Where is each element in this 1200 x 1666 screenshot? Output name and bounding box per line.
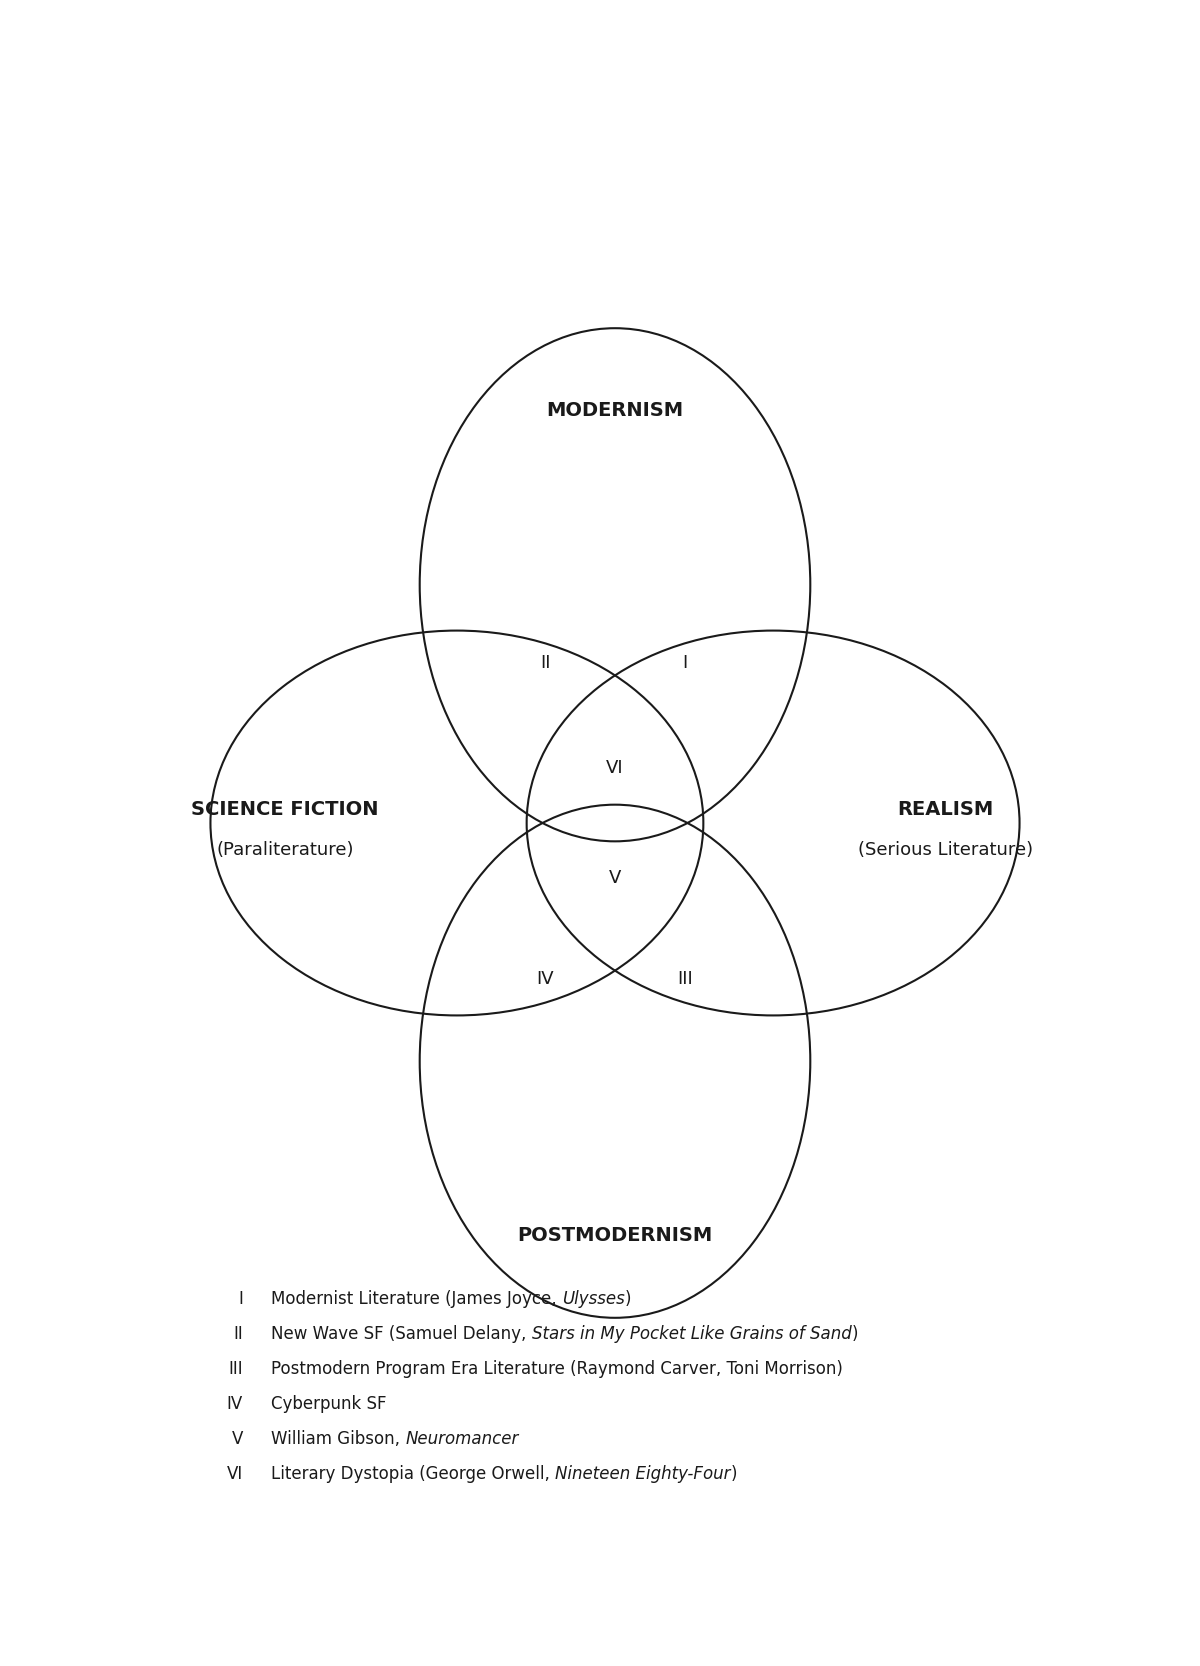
Text: I: I xyxy=(238,1291,242,1308)
Text: Nineteen Eighty-Four: Nineteen Eighty-Four xyxy=(556,1464,731,1483)
Text: IV: IV xyxy=(536,970,554,988)
Text: III: III xyxy=(228,1359,242,1378)
Text: SCIENCE FICTION: SCIENCE FICTION xyxy=(191,800,379,818)
Text: MODERNISM: MODERNISM xyxy=(546,402,684,420)
Text: V: V xyxy=(608,870,622,886)
Text: Cyberpunk SF: Cyberpunk SF xyxy=(271,1394,386,1413)
Text: ): ) xyxy=(851,1324,858,1343)
Text: (Paraliterature): (Paraliterature) xyxy=(216,841,354,860)
Text: ): ) xyxy=(624,1291,631,1308)
Text: II: II xyxy=(233,1324,242,1343)
Text: Literary Dystopia (George Orwell,: Literary Dystopia (George Orwell, xyxy=(271,1464,556,1483)
Text: REALISM: REALISM xyxy=(898,800,994,818)
Text: Neuromancer: Neuromancer xyxy=(406,1429,518,1448)
Text: V: V xyxy=(232,1429,242,1448)
Text: III: III xyxy=(677,970,692,988)
Text: New Wave SF (Samuel Delany,: New Wave SF (Samuel Delany, xyxy=(271,1324,532,1343)
Text: Ulysses: Ulysses xyxy=(562,1291,624,1308)
Text: Stars in My Pocket Like Grains of Sand: Stars in My Pocket Like Grains of Sand xyxy=(532,1324,851,1343)
Text: IV: IV xyxy=(227,1394,242,1413)
Text: VI: VI xyxy=(606,760,624,776)
Text: ): ) xyxy=(731,1464,737,1483)
Text: Postmodern Program Era Literature (Raymond Carver, Toni Morrison): Postmodern Program Era Literature (Raymo… xyxy=(271,1359,842,1378)
Text: POSTMODERNISM: POSTMODERNISM xyxy=(517,1226,713,1245)
Text: William Gibson,: William Gibson, xyxy=(271,1429,406,1448)
Text: (Serious Literature): (Serious Literature) xyxy=(858,841,1033,860)
Text: Modernist Literature (James Joyce,: Modernist Literature (James Joyce, xyxy=(271,1291,562,1308)
Text: I: I xyxy=(682,653,688,671)
Text: VI: VI xyxy=(227,1464,242,1483)
Text: II: II xyxy=(540,653,551,671)
